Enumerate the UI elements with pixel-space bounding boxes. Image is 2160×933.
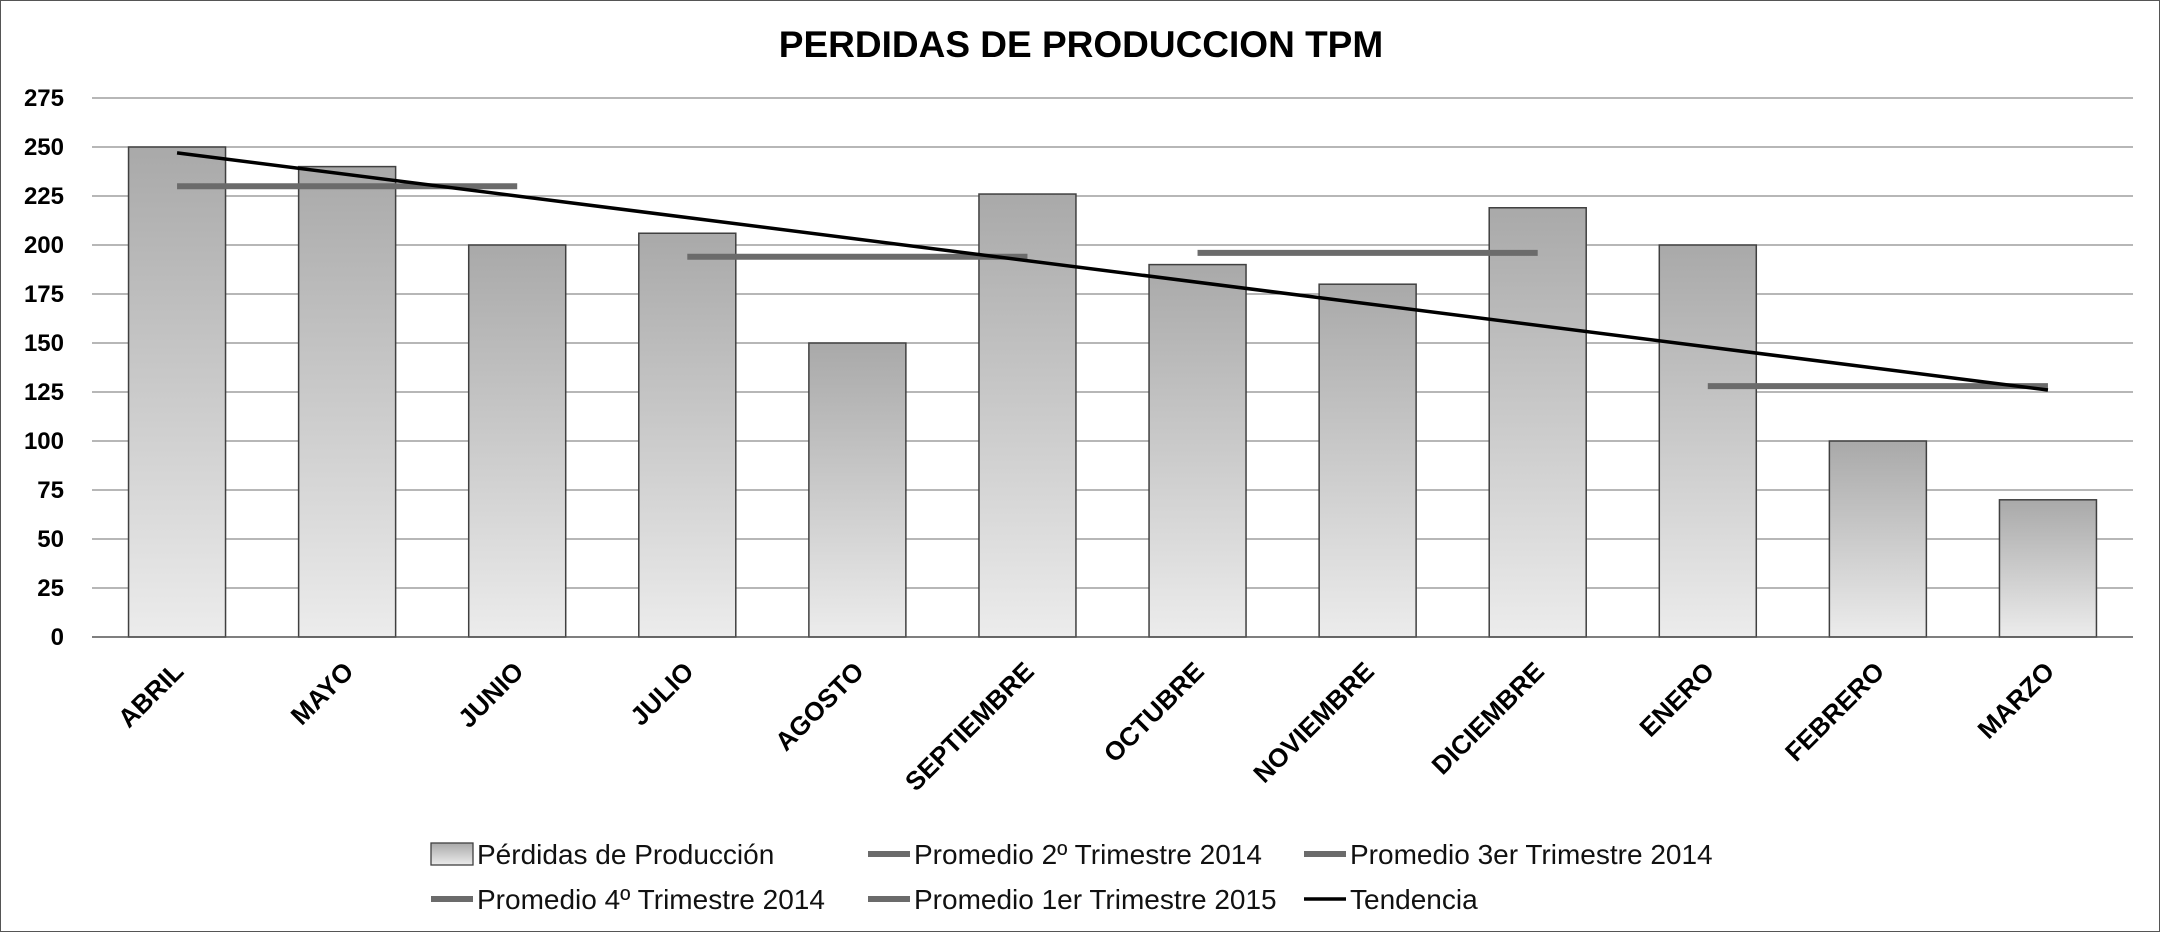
x-tick-label-marzo: MARZO	[1972, 656, 2061, 745]
y-tick-label: 50	[37, 526, 64, 553]
bar-mayo	[297, 165, 397, 638]
x-tick-label-junio: JUNIO	[452, 656, 529, 733]
bar-noviembre	[1318, 283, 1417, 638]
bar-julio	[638, 232, 737, 638]
legend-item-1: Pérdidas de Producción	[430, 839, 774, 870]
y-tick-label: 225	[24, 183, 64, 210]
trend-line	[176, 151, 2049, 392]
x-tick-label-agosto: AGOSTO	[769, 656, 870, 757]
legend: Pérdidas de Producción Promedio 2º Trimes…	[430, 839, 1713, 915]
bar-septiembre	[978, 193, 1077, 638]
x-tick-label-julio: JULIO	[624, 656, 699, 731]
legend-label: Promedio 1er Trimestre 2015	[914, 884, 1277, 915]
legend-label: Promedio 4º Trimestre 2014	[477, 884, 825, 915]
bar-diciembre	[1488, 207, 1587, 638]
y-tick-label: 275	[24, 85, 64, 112]
bar-octubre	[1148, 263, 1247, 638]
legend-item-2: Promedio 2º Trimestre 2014	[868, 839, 1262, 870]
y-tick-label: 125	[24, 379, 64, 406]
bars	[127, 146, 2098, 638]
bar-enero	[1658, 244, 1758, 638]
grid-lines	[92, 97, 2133, 589]
y-tick-label: 250	[24, 134, 64, 161]
y-tick-label: 0	[51, 624, 64, 651]
x-tick-label-noviembre: NOVIEMBRE	[1247, 656, 1380, 789]
x-tick-label-febrero: FEBRERO	[1779, 656, 1890, 767]
y-tick-label: 150	[24, 330, 64, 357]
y-tick-label: 100	[24, 428, 64, 455]
trend-line-group	[176, 151, 2049, 392]
y-tick-label: 25	[37, 575, 64, 602]
x-tick-label-octubre: OCTUBRE	[1098, 656, 1210, 768]
legend-item-5: Promedio 1er Trimestre 2015	[868, 884, 1277, 915]
legend-item-4: Promedio 4º Trimestre 2014	[431, 884, 825, 915]
x-tick-label-mayo: MAYO	[285, 656, 360, 731]
x-tick-label-abril: ABRIL	[112, 656, 189, 733]
legend-swatch	[430, 842, 474, 866]
y-tick-label: 175	[24, 281, 64, 308]
x-tick-label-enero: ENERO	[1633, 656, 1720, 743]
legend-item-3: Promedio 3er Trimestre 2014	[1304, 839, 1713, 870]
y-axis-ticks: 0 25 50 75 100 125 150 175 200 225 250 275	[24, 85, 64, 651]
x-tick-label-septiembre: SEPTIEMBRE	[899, 656, 1040, 797]
x-axis-labels: ABRIL MAYO JUNIO JULIO AGOSTO SEPTIEMBRE OCTUB…	[112, 656, 2060, 797]
average-lines	[177, 183, 2048, 390]
bar-febrero	[1828, 440, 1928, 638]
legend-label: Promedio 3er Trimestre 2014	[1350, 839, 1713, 870]
bar-agosto	[808, 342, 907, 638]
legend-item-6: Tendencia	[1304, 884, 1478, 915]
legend-label: Promedio 2º Trimestre 2014	[914, 839, 1262, 870]
legend-label: Tendencia	[1350, 884, 1478, 915]
y-tick-label: 75	[37, 477, 64, 504]
x-tick-label-diciembre: DICIEMBRE	[1426, 656, 1550, 780]
bar-abril	[127, 146, 227, 638]
legend-label: Pérdidas de Producción	[477, 839, 774, 870]
y-tick-label: 200	[24, 232, 64, 259]
bar-junio	[467, 244, 567, 638]
bar-marzo	[1998, 499, 2098, 638]
chart-title: PERDIDAS DE PRODUCCION TPM	[779, 24, 1383, 65]
